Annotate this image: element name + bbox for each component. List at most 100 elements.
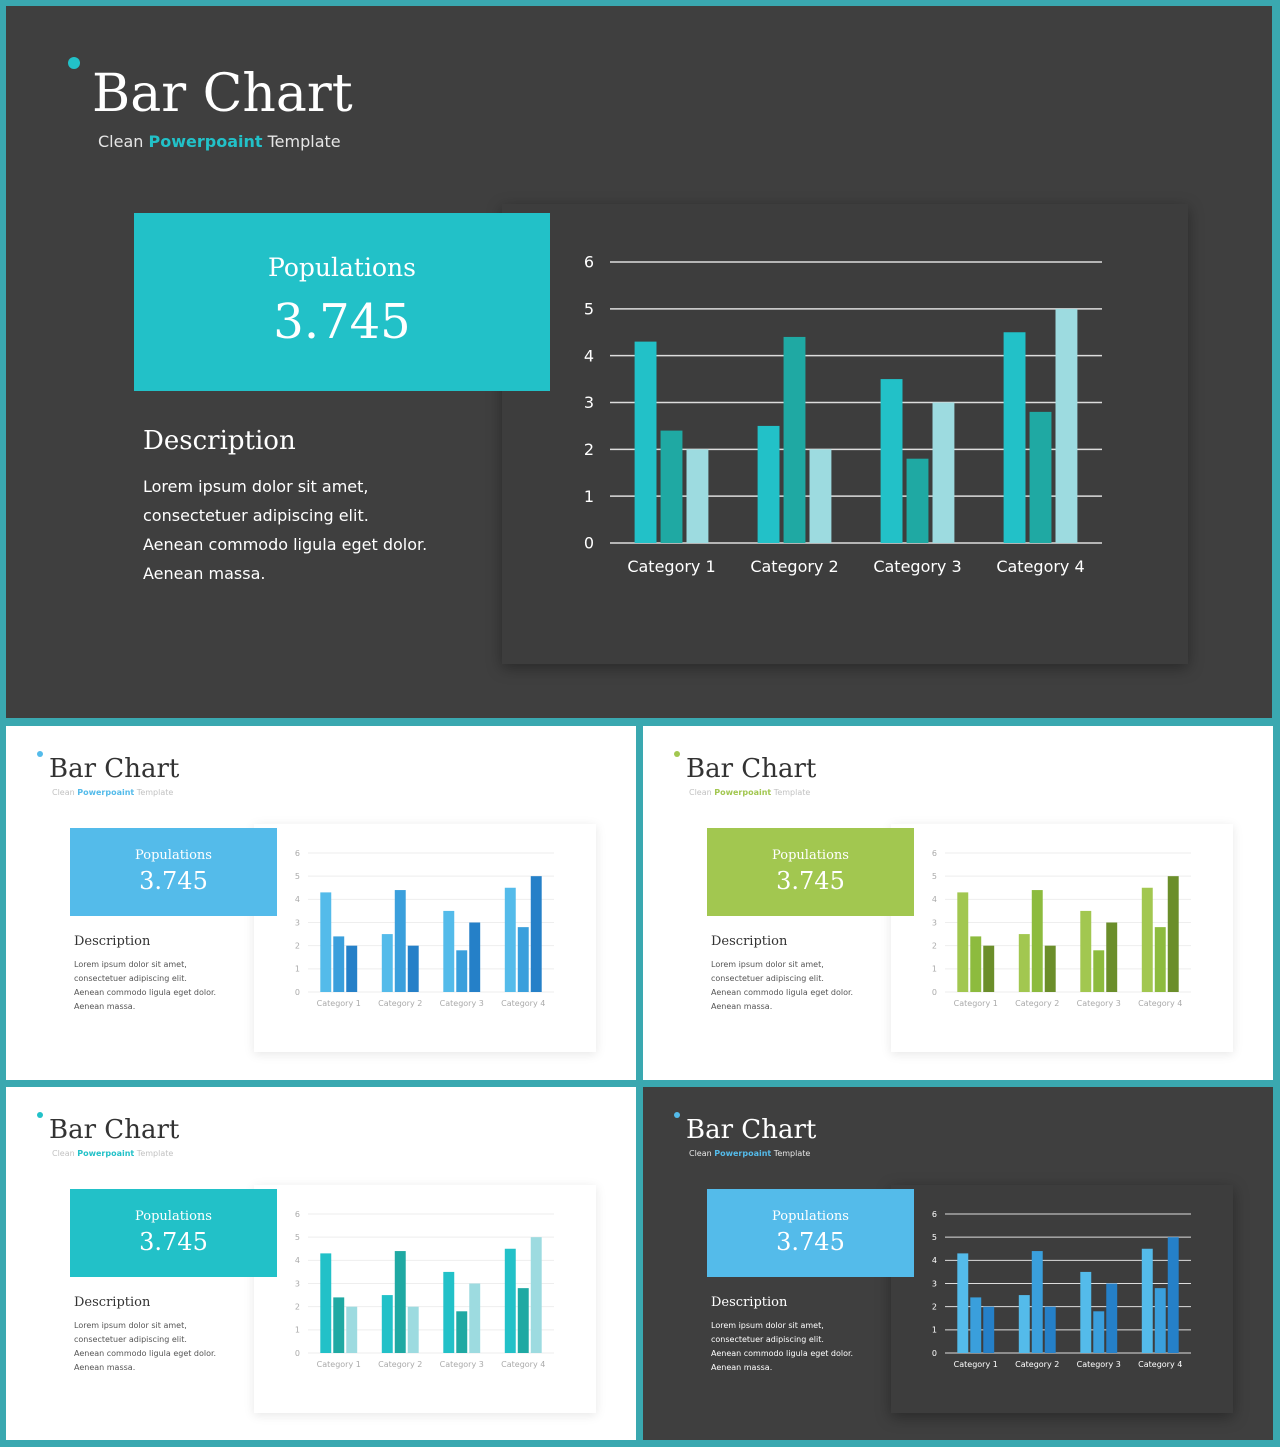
bar	[1154, 927, 1166, 992]
x-tick-label: Category 1	[317, 999, 361, 1008]
x-tick-label: Category 4	[501, 1360, 545, 1369]
stat-label: Populations	[772, 1209, 849, 1224]
x-tick-label: Category 2	[378, 1360, 422, 1369]
bar	[932, 402, 955, 543]
stat-box: Populations 3.745	[707, 828, 914, 916]
bar	[1018, 1295, 1030, 1353]
bar	[1080, 910, 1092, 992]
bar	[517, 1288, 529, 1353]
bar	[1106, 1283, 1118, 1353]
y-tick-label: 2	[295, 941, 300, 950]
bar	[880, 379, 903, 543]
bar	[333, 936, 345, 992]
bar-chart: 0 1 2 3 4 5 6 Category 1 Category 2 Category 3 Cat…	[295, 1210, 554, 1369]
x-tick-label: Category 2	[1015, 1360, 1059, 1369]
bar	[983, 945, 995, 992]
y-tick-label: 2	[932, 1302, 937, 1311]
stat-value: 3.745	[139, 1228, 208, 1256]
bar	[504, 887, 516, 992]
bar	[320, 892, 332, 992]
y-tick-label: 6	[295, 1210, 300, 1219]
bar	[1044, 1306, 1056, 1353]
x-tick-label: Category 2	[750, 557, 838, 576]
stat-label: Populations	[135, 848, 212, 863]
x-tick-label: Category 4	[501, 999, 545, 1008]
y-tick-label: 4	[295, 1256, 300, 1265]
x-tick-label: Category 3	[440, 1360, 484, 1369]
y-tick-label: 1	[295, 1326, 300, 1335]
subtitle-highlight: Powerpoaint	[714, 1149, 772, 1158]
bar	[970, 1297, 982, 1353]
subtitle-pre: Clean	[689, 1149, 715, 1158]
y-tick-label: 1	[932, 1326, 937, 1335]
y-tick-label: 1	[295, 965, 300, 974]
accent-dot	[68, 57, 80, 69]
slide-title: Bar Chart	[49, 1115, 180, 1145]
bar-chart: 0 1 2 3 4 5 6 Category 1 Category 2 Category 3 Cat…	[932, 1210, 1191, 1369]
stat-value: 3.745	[776, 1228, 845, 1256]
bar	[660, 430, 683, 543]
y-tick-label: 0	[295, 988, 300, 997]
y-tick-label: 1	[584, 487, 594, 506]
slide-teal-light: Bar Chart Clean Powerpoaint Template Pop…	[6, 1087, 636, 1440]
y-tick-label: 5	[932, 1233, 937, 1242]
bar	[957, 892, 969, 992]
bar	[346, 1306, 358, 1353]
bar	[1106, 922, 1118, 992]
stat-label: Populations	[268, 253, 416, 282]
y-tick-label: 5	[295, 872, 300, 881]
y-tick-label: 5	[295, 1233, 300, 1242]
x-tick-label: Category 4	[996, 557, 1084, 576]
y-tick-label: 2	[932, 941, 937, 950]
bar	[394, 1251, 406, 1353]
x-tick-label: Category 3	[440, 999, 484, 1008]
y-tick-label: 5	[932, 872, 937, 881]
x-tick-label: Category 3	[1077, 1360, 1121, 1369]
stat-box: Populations 3.745	[70, 1189, 277, 1277]
bar	[757, 425, 780, 543]
subtitle-pre: Clean	[98, 132, 149, 151]
x-tick-label: Category 1	[627, 557, 715, 576]
accent-dot	[674, 1112, 680, 1118]
bar	[1093, 1311, 1105, 1353]
bar	[407, 1306, 419, 1353]
bar	[1167, 1237, 1179, 1353]
description-body: Lorem ipsum dolor sit amet, consectetuer…	[143, 477, 428, 583]
stat-value: 3.745	[273, 294, 411, 350]
bar	[970, 936, 982, 992]
bar	[957, 1253, 969, 1353]
bar	[469, 1283, 481, 1353]
subtitle-pre: Clean	[689, 788, 715, 797]
stat-label: Populations	[772, 848, 849, 863]
x-tick-label: Category 1	[317, 1360, 361, 1369]
subtitle-pre: Clean	[52, 788, 78, 797]
x-tick-label: Category 3	[1077, 999, 1121, 1008]
bar	[686, 449, 709, 543]
bar	[1018, 934, 1030, 992]
x-tick-label: Category 2	[1015, 999, 1059, 1008]
stat-box: Populations 3.745	[134, 213, 550, 391]
bar	[443, 910, 455, 992]
y-tick-label: 3	[295, 1279, 300, 1288]
bar	[1167, 876, 1179, 992]
subtitle-post: Template	[262, 132, 341, 151]
accent-dot	[37, 751, 43, 757]
y-tick-label: 3	[932, 918, 937, 927]
y-tick-label: 5	[584, 299, 594, 318]
y-tick-label: 0	[295, 1349, 300, 1358]
slide-subtitle: Clean Powerpoaint Template	[52, 788, 173, 797]
subtitle-post: Template	[134, 788, 174, 797]
slide-subtitle: Clean Powerpoaint Template	[689, 1149, 810, 1158]
bar	[983, 1306, 995, 1353]
bar	[783, 336, 806, 543]
y-tick-label: 3	[584, 393, 594, 412]
bar	[1031, 1251, 1043, 1353]
bar	[1080, 1271, 1092, 1353]
y-tick-label: 4	[295, 895, 300, 904]
bar-chart: 0 1 2 3 4 5 6 Category 1 Category 2 Category 3 Cat…	[295, 849, 554, 1008]
slide-title: Bar Chart	[686, 754, 817, 784]
bar	[1003, 332, 1026, 543]
subtitle-highlight: Powerpoaint	[77, 788, 135, 797]
bar	[394, 890, 406, 992]
y-tick-label: 4	[584, 346, 594, 365]
